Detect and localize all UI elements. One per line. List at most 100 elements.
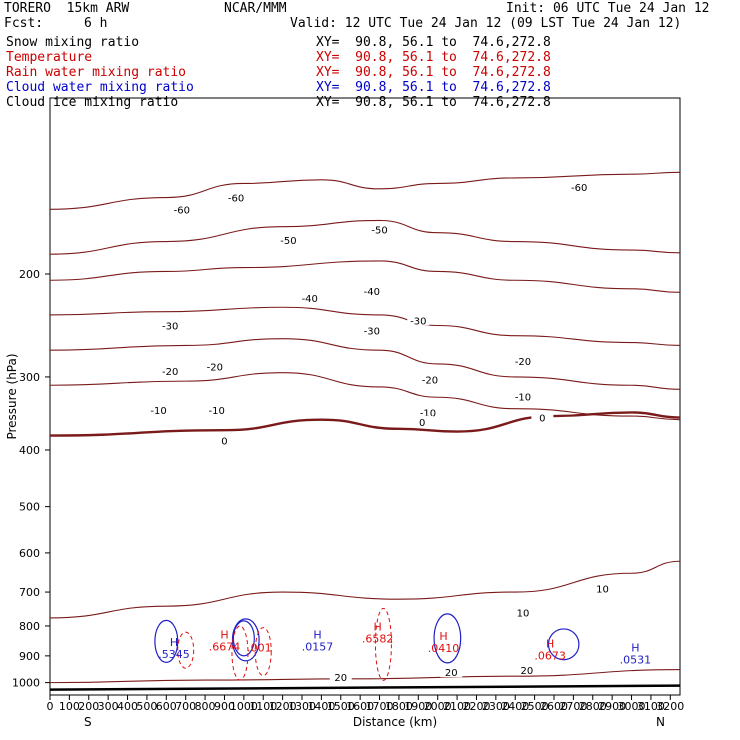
x-end-label-right: N — [656, 715, 665, 729]
contour-label-bg — [225, 191, 248, 203]
x-tick-label: 2200 — [462, 700, 490, 713]
temperature-contour-label: 20 — [445, 668, 458, 679]
y-tick-label: 200 — [19, 268, 40, 281]
max-marker: .001 — [247, 642, 272, 655]
temperature-contour — [49, 260, 681, 293]
max-value-label: .5345 — [158, 648, 190, 661]
max-value-label: .0157 — [302, 640, 334, 653]
contour-label-bg — [159, 319, 182, 331]
temperature-contour — [49, 560, 681, 619]
temperature-contour — [49, 411, 681, 437]
x-tick-label: 1100 — [249, 700, 277, 713]
temperature-contour-label: -60 — [228, 194, 244, 205]
legend-entry: Rain water mixing ratio — [6, 65, 187, 80]
legend-entry: Snow mixing ratio — [6, 35, 140, 50]
contour-label-bg — [418, 373, 441, 385]
max-marker: H — [313, 628, 321, 641]
temperature-contour — [49, 306, 681, 346]
center-name: NCAR/MMM — [224, 1, 287, 16]
max-marker: H — [170, 636, 178, 649]
x-tick-label: 3200 — [656, 700, 684, 713]
temperature-contour-label: -50 — [280, 236, 296, 247]
contour-label-bg — [515, 664, 538, 676]
contour-label-bg — [205, 404, 228, 416]
x-tick-label: 1500 — [327, 700, 355, 713]
y-axis-label: Pressure (hPa) — [5, 353, 19, 439]
temperature-contour-label: -50 — [371, 226, 387, 237]
contour-label-bg — [203, 360, 226, 372]
temperature-contour-label: -30 — [162, 322, 178, 333]
temperature-contour-label: -10 — [420, 408, 436, 419]
x-end-label-left: S — [84, 715, 92, 729]
y-tick-label: 700 — [19, 586, 40, 599]
contour-label-bg — [170, 203, 193, 215]
max-value-label: .6582 — [362, 633, 394, 646]
max-marker: H — [373, 621, 381, 634]
contour-label-bg — [159, 364, 182, 376]
x-tick-label: 1400 — [307, 700, 335, 713]
rain-water-contour — [177, 631, 195, 669]
x-tick-label: 100 — [59, 700, 80, 713]
plot-frame — [49, 97, 681, 696]
cloud-water-contour — [547, 628, 580, 661]
legend-entry: Cloud water mixing ratio — [6, 80, 194, 95]
x-tick-label: 2900 — [598, 700, 626, 713]
temperature-contour-label: -10 — [150, 406, 166, 417]
x-tick-label: 400 — [117, 700, 138, 713]
contour-label-bg — [417, 406, 439, 418]
contour-label-bg — [407, 314, 430, 326]
fcst-label: Fcst: — [4, 16, 44, 31]
contour-label-bg — [440, 666, 463, 678]
init-time: Init: 06 UTC Tue 24 Jan 12 — [506, 1, 710, 16]
y-tick-label: 600 — [19, 547, 40, 560]
temperature-contour-label: -30 — [410, 316, 426, 327]
x-tick-label: 1000 — [230, 700, 258, 713]
x-tick-label: 1900 — [404, 700, 432, 713]
x-tick-label: 3100 — [637, 700, 665, 713]
x-tick-label: 2800 — [579, 700, 607, 713]
model-title: TORERO 15km ARW — [4, 1, 130, 16]
contour-label-bg — [368, 223, 391, 235]
contour-label-bg — [568, 181, 591, 193]
temperature-contour-label: -20 — [207, 363, 223, 374]
temperature-contour — [49, 219, 681, 255]
x-tick-label: 3000 — [618, 700, 646, 713]
contour-label-bg — [511, 355, 534, 367]
max-marker: H — [439, 630, 447, 643]
contour-label-bg — [511, 606, 534, 618]
x-tick-label: 2400 — [501, 700, 529, 713]
max-value-label: .0673 — [534, 649, 566, 662]
cloud-water-contour — [433, 613, 462, 664]
temperature-contour-label: -10 — [209, 406, 225, 417]
contour-label-bg — [360, 285, 383, 297]
legend-xy-range: XY= 90.8, 56.1 to 74.6,272.8 — [316, 65, 551, 80]
temperature-contour-label: -20 — [515, 357, 531, 368]
contour-label-bg — [360, 324, 383, 336]
x-tick-label: 300 — [98, 700, 119, 713]
cloud-water-contour — [154, 619, 179, 663]
legend-xy-range: XY= 90.8, 56.1 to 74.6,272.8 — [316, 80, 551, 95]
x-tick-label: 900 — [214, 700, 235, 713]
temperature-contour-label: -20 — [422, 375, 438, 386]
rain-water-contour — [231, 625, 249, 681]
fcst-value: 6 h — [84, 16, 108, 31]
y-tick-label: 900 — [19, 650, 40, 663]
temperature-contour-label: -60 — [174, 205, 190, 216]
x-tick-label: 2500 — [521, 700, 549, 713]
max-value-label: .0531 — [620, 654, 652, 667]
legend-entry: Cloud ice mixing ratio — [6, 95, 179, 110]
y-tick-label: 1000 — [12, 677, 40, 690]
x-tick-label: 600 — [156, 700, 177, 713]
temperature-contour — [49, 338, 681, 390]
max-marker: H — [220, 628, 228, 641]
temperature-contour — [49, 171, 681, 210]
y-tick-label: 800 — [19, 620, 40, 633]
contour-label-bg — [213, 434, 236, 446]
max-marker: H — [631, 642, 639, 655]
temperature-contour — [49, 372, 681, 421]
x-tick-label: 0 — [47, 700, 54, 713]
temperature-contour — [49, 669, 681, 684]
temperature-contour-label: 0 — [539, 414, 545, 425]
max-value-label: .0410 — [428, 642, 460, 655]
